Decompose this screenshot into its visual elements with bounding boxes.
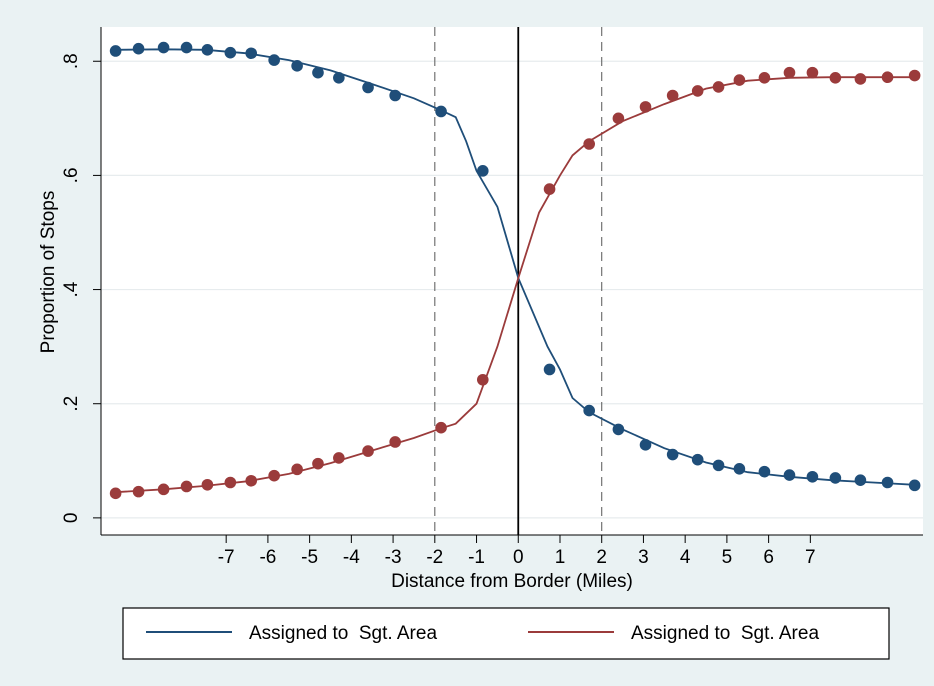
data-point-series-1 [829, 472, 842, 484]
data-point-series-2 [733, 74, 746, 86]
x-tick-label: -4 [343, 547, 360, 568]
data-point-series-2 [291, 463, 303, 476]
y-tick-label: .8 [61, 53, 82, 69]
data-point-series-2 [639, 101, 652, 113]
data-point-series-2 [476, 373, 489, 386]
x-tick-label: -5 [301, 547, 318, 568]
data-point-series-2 [109, 487, 122, 500]
data-point-series-2 [854, 73, 867, 85]
data-point-series-2 [362, 445, 374, 457]
y-tick-label: .4 [61, 281, 82, 297]
data-point-series-2 [157, 483, 170, 496]
data-point-series-2 [132, 485, 145, 498]
data-point-series-1 [806, 470, 819, 483]
data-point-series-2 [312, 457, 324, 470]
y-tick-label: .2 [61, 396, 82, 412]
data-point-series-2 [712, 81, 725, 93]
data-point-series-1 [881, 476, 894, 489]
data-point-series-2 [758, 72, 771, 84]
y-axis-title: Proportion of Stops [38, 191, 59, 354]
axes-layer: 0 .2 .4 .6 .8 -7 -6 -5 -4 -3 -2 -1 0 1 2 3 4 5 6 7 [61, 27, 923, 568]
data-point-series-1 [758, 465, 771, 478]
data-point-series-2 [435, 421, 447, 434]
fit-line-series-2 [115, 76, 915, 494]
data-point-series-1 [476, 165, 489, 177]
data-point-series-1 [362, 81, 374, 94]
y-tick-label: 0 [61, 513, 82, 524]
x-tick-label: 0 [513, 547, 524, 568]
x-tick-label: -6 [259, 547, 276, 568]
data-point-series-2 [245, 474, 258, 487]
data-point-series-1 [733, 462, 746, 475]
data-point-series-1 [691, 453, 704, 466]
x-tick-label: -2 [426, 547, 443, 568]
data-point-series-1 [543, 363, 556, 376]
points-layer [109, 41, 921, 500]
data-point-series-1 [201, 44, 214, 56]
data-point-series-2 [829, 72, 842, 84]
x-tick-label: 2 [596, 547, 607, 568]
plot-area [101, 27, 923, 535]
data-point-series-1 [712, 459, 725, 472]
legend: Assigned to Sgt. Area Assigned to Sgt. A… [122, 607, 890, 660]
x-tick-label: 4 [680, 547, 691, 568]
data-point-series-1 [224, 46, 237, 59]
x-tick-label: 6 [763, 547, 774, 568]
x-tick-label: -3 [385, 547, 402, 568]
x-tick-label: -7 [218, 547, 235, 568]
x-tick-label: -1 [468, 547, 485, 568]
data-point-series-1 [783, 469, 796, 481]
data-point-series-2 [333, 452, 345, 464]
legend-label-series-1: Assigned to Sgt. Area [249, 623, 437, 644]
data-point-series-1 [291, 60, 303, 72]
x-tick-label: 7 [805, 547, 816, 568]
x-tick-label: 5 [722, 547, 733, 568]
data-point-series-1 [109, 45, 122, 57]
data-point-series-2 [201, 478, 214, 491]
data-point-series-1 [333, 72, 345, 84]
data-point-series-1 [908, 479, 921, 492]
data-point-series-2 [583, 138, 595, 150]
data-point-series-1 [612, 423, 625, 436]
data-point-series-1 [435, 105, 447, 118]
data-point-series-1 [639, 439, 652, 451]
data-point-series-2 [783, 66, 796, 79]
data-point-series-2 [268, 469, 280, 482]
data-point-series-1 [389, 89, 401, 102]
legend-box [122, 607, 890, 660]
data-point-series-2 [543, 183, 556, 195]
data-point-series-1 [666, 448, 679, 461]
data-point-series-1 [245, 47, 258, 60]
data-point-series-1 [268, 54, 280, 66]
x-tick-label: 3 [638, 547, 649, 568]
data-point-series-1 [180, 41, 193, 54]
grid-layer [101, 60, 923, 519]
data-point-series-2 [881, 71, 894, 84]
data-point-series-2 [806, 66, 819, 79]
data-point-series-2 [612, 112, 625, 125]
legend-label-series-2: Assigned to Sgt. Area [631, 623, 819, 644]
x-tick-label: 1 [555, 547, 566, 568]
y-tick-label: .6 [61, 167, 82, 183]
data-point-series-2 [666, 89, 679, 102]
data-point-series-2 [691, 85, 704, 97]
x-axis-title: Distance from Border (Miles) [391, 571, 633, 592]
data-point-series-1 [132, 42, 145, 55]
data-point-series-1 [854, 474, 867, 487]
data-point-series-2 [224, 476, 237, 489]
data-point-series-2 [908, 69, 921, 82]
data-point-series-2 [389, 436, 401, 448]
data-point-series-2 [180, 480, 193, 493]
data-point-series-1 [157, 41, 170, 54]
data-point-series-1 [583, 404, 595, 417]
data-point-series-1 [312, 66, 324, 79]
